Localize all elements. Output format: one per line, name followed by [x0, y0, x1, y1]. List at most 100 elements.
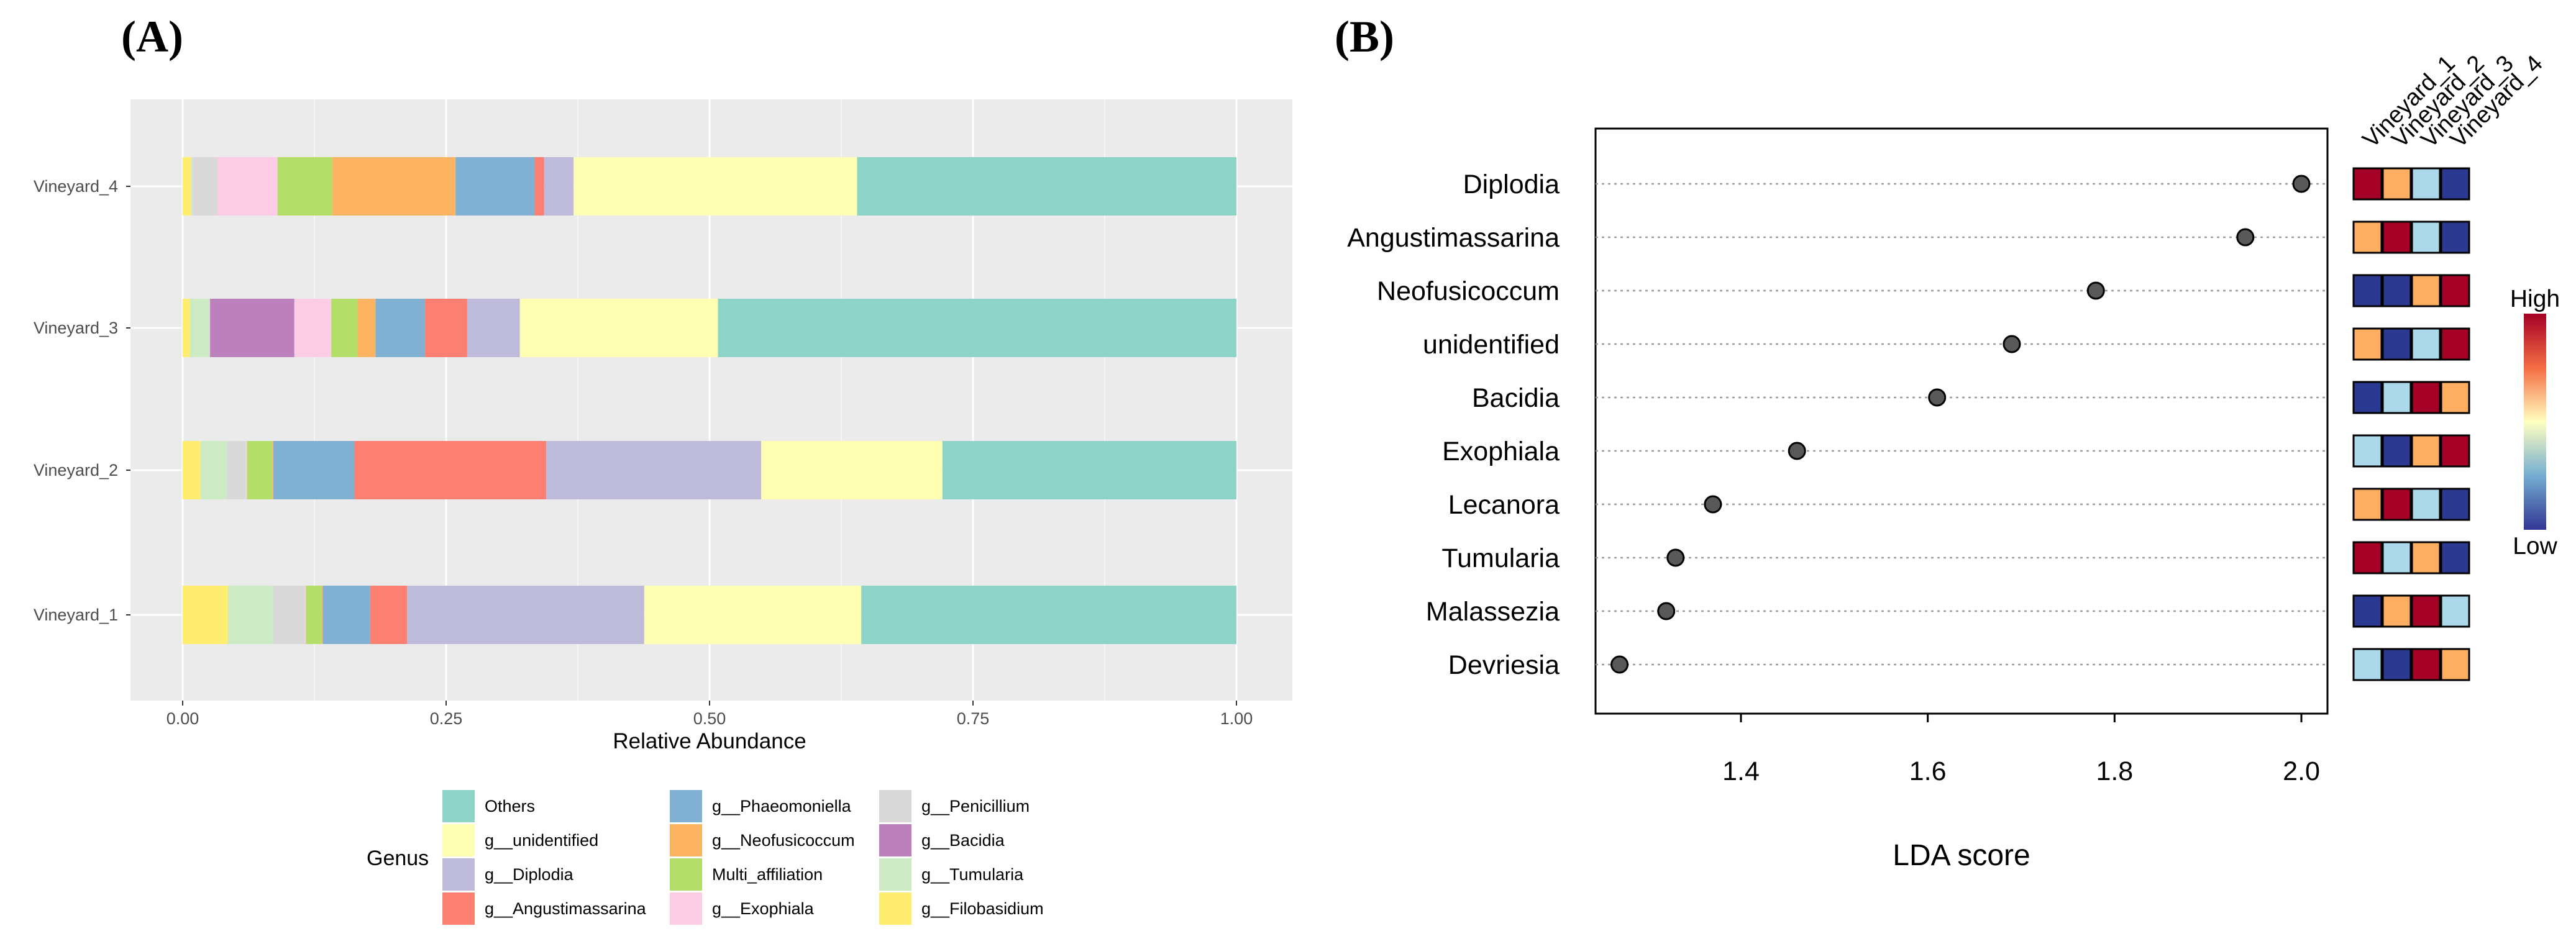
- bar-vineyard-2-g-angustimassarina: [354, 441, 547, 499]
- heat-cell-angustimassarina-vineyard-4: [2440, 220, 2470, 254]
- heat-cell-bacidia-vineyard-4: [2440, 381, 2470, 414]
- y-label-exophiala: Exophiala: [1442, 437, 1560, 466]
- x-tick-lda-2-0: 2.0: [2283, 756, 2320, 786]
- bar-vineyard-1-g-phaeomoniella: [322, 586, 370, 644]
- bar-vineyard-1-g-filobasidium: [183, 586, 228, 644]
- x-tick-lda-1-6: 1.6: [1909, 756, 1947, 786]
- point-neofusicoccum: [2086, 281, 2105, 300]
- heat-cell-angustimassarina-vineyard-1: [2352, 220, 2383, 254]
- bar-vineyard-4-multi-affiliation: [277, 157, 332, 216]
- bar-vineyard-4-g-unidentified: [573, 157, 857, 216]
- bar-vineyard-3-g-filobasidium: [183, 299, 190, 357]
- bar-vineyard-2-others: [942, 441, 1236, 499]
- heat-cell-devriesia-vineyard-3: [2411, 648, 2441, 681]
- heat-cell-exophiala-vineyard-1: [2352, 434, 2383, 468]
- legend-swatch-g-angustimassarina: [442, 892, 475, 925]
- heat-cell-malassezia-vineyard-3: [2411, 594, 2441, 628]
- bar-vineyard-2-g-phaeomoniella: [273, 441, 355, 499]
- color-scale-high-label: High: [2510, 286, 2560, 312]
- heat-cell-devriesia-vineyard-4: [2440, 648, 2470, 681]
- bar-vineyard-3-g-penicillium: [209, 299, 211, 357]
- y-label-diplodia: Diplodia: [1463, 170, 1560, 199]
- panel-a-legend: Genus Others g__unidentified g__Diplodia g_…: [367, 790, 1044, 925]
- heat-cell-unidentified-vineyard-2: [2382, 327, 2412, 361]
- y-label-angustimassarina: Angustimassarina: [1347, 223, 1560, 253]
- x-tick-0-25: 0.25: [430, 709, 463, 728]
- point-lecanora: [1704, 495, 1722, 514]
- bar-vineyard-1-others: [861, 586, 1236, 644]
- heat-cell-diplodia-vineyard-4: [2440, 167, 2470, 201]
- bar-vineyard-2-g-filobasidium: [183, 441, 201, 499]
- heat-cell-malassezia-vineyard-4: [2440, 594, 2470, 628]
- legend-swatch-g-exophiala: [670, 892, 702, 925]
- heat-cell-devriesia-vineyard-2: [2382, 648, 2412, 681]
- bar-vineyard-2-g-diplodia: [546, 441, 762, 499]
- legend-swatch-g-diplodia: [442, 858, 475, 891]
- x-tick-0-75: 0.75: [957, 709, 990, 728]
- bar-vineyard-3-multi-affiliation: [331, 299, 358, 357]
- heat-cell-unidentified-vineyard-4: [2440, 327, 2470, 361]
- heat-cell-diplodia-vineyard-1: [2352, 167, 2383, 201]
- panel-label-b: (B): [1335, 12, 1394, 61]
- bar-vineyard-1-g-tumularia: [227, 586, 273, 644]
- y-tick-vineyard-2: Vineyard_2: [34, 461, 118, 479]
- heat-cell-diplodia-vineyard-2: [2382, 167, 2412, 201]
- bar-vineyard-1-multi-affiliation: [306, 586, 322, 644]
- heat-cell-neofusicoccum-vineyard-2: [2382, 274, 2412, 307]
- legend-swatch-g-neofusicoccum: [670, 824, 702, 856]
- point-malassezia: [1657, 602, 1676, 620]
- bar-vineyard-4-g-exophiala: [217, 157, 278, 216]
- heat-cell-bacidia-vineyard-3: [2411, 381, 2441, 414]
- bar-vineyard-1-g-penicillium: [273, 586, 305, 644]
- panel-a-x-axis-title: Relative Abundance: [613, 729, 806, 753]
- bar-vineyard-2-g-unidentified: [761, 441, 943, 499]
- y-label-tumularia: Tumularia: [1441, 543, 1560, 573]
- bar-vineyard-3-g-phaeomoniella: [375, 299, 426, 357]
- bar-vineyard-3-g-angustimassarina: [425, 299, 467, 357]
- bar-vineyard-4-g-diplodia: [544, 157, 574, 216]
- bar-vineyard-4-g-angustimassarina: [534, 157, 544, 216]
- bar-vineyard-3-g-tumularia: [190, 299, 209, 357]
- bar-vineyard-2-g-neofusicoccum: [272, 441, 273, 499]
- point-tumularia: [1666, 548, 1685, 567]
- heat-cell-unidentified-vineyard-1: [2352, 327, 2383, 361]
- heat-cell-lecanora-vineyard-4: [2440, 488, 2470, 521]
- heat-cell-lecanora-vineyard-1: [2352, 488, 2383, 521]
- panel-b-heatmap: [2352, 167, 2470, 681]
- heat-cell-bacidia-vineyard-2: [2382, 381, 2412, 414]
- legend-title: Genus: [367, 847, 429, 870]
- y-tick-vineyard-3: Vineyard_3: [34, 319, 118, 337]
- y-label-neofusicoccum: Neofusicoccum: [1377, 276, 1560, 306]
- x-tick-0-00: 0.00: [167, 709, 199, 728]
- legend-label-g-filobasidium: g__Filobasidium: [921, 899, 1044, 918]
- point-bacidia: [1928, 388, 1947, 407]
- point-angustimassarina: [2236, 228, 2255, 247]
- heat-cell-malassezia-vineyard-1: [2352, 594, 2383, 628]
- heat-cell-malassezia-vineyard-2: [2382, 594, 2412, 628]
- point-unidentified: [2003, 335, 2021, 353]
- legend-swatch-g-penicillium: [879, 790, 911, 822]
- bar-vineyard-4-g-penicillium: [192, 157, 217, 216]
- panel-label-a: (A): [121, 12, 183, 61]
- legend-swatch-g-bacidia: [879, 824, 911, 856]
- heat-cell-lecanora-vineyard-2: [2382, 488, 2412, 521]
- heat-cell-tumularia-vineyard-1: [2352, 541, 2383, 574]
- heat-cell-lecanora-vineyard-3: [2411, 488, 2441, 521]
- legend-label-g-diplodia: g__Diplodia: [485, 865, 574, 884]
- legend-swatch-g-filobasidium: [879, 892, 911, 925]
- bar-vineyard-3-others: [718, 299, 1236, 357]
- legend-label-others: Others: [485, 797, 535, 815]
- bar-vineyard-2-g-penicillium: [227, 441, 246, 499]
- bar-vineyard-3-g-bacidia: [210, 299, 295, 357]
- bar-vineyard-3-g-neofusicoccum: [357, 299, 376, 357]
- panel-a-stacked-bar-chart: Vineyard_1 Vineyard_2 Vineyard_3 Vineyard_4…: [34, 99, 1292, 925]
- heat-cell-unidentified-vineyard-3: [2411, 327, 2441, 361]
- point-devriesia: [1610, 655, 1629, 674]
- legend-label-g-penicillium: g__Penicillium: [921, 797, 1030, 815]
- bar-vineyard-4-g-tumularia: [191, 157, 193, 216]
- bar-vineyard-3-g-unidentified: [519, 299, 718, 357]
- legend-swatch-others: [442, 790, 475, 822]
- y-label-lecanora: Lecanora: [1448, 490, 1560, 520]
- heat-cell-bacidia-vineyard-1: [2352, 381, 2383, 414]
